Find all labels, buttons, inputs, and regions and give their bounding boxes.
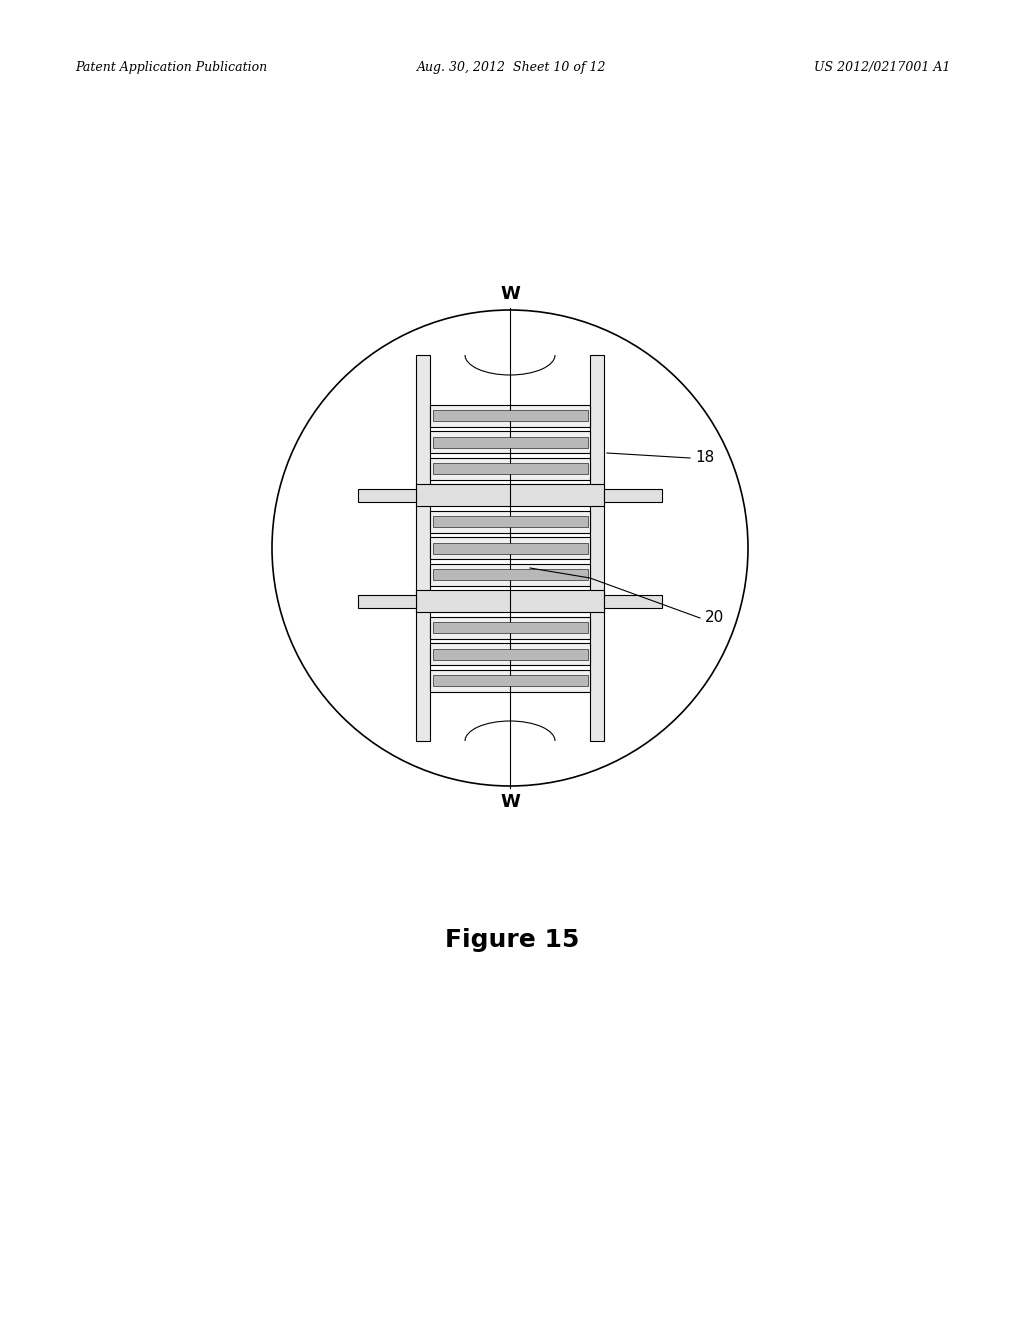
Bar	[430, 458, 590, 479]
Bar	[432, 569, 588, 579]
Bar	[430, 564, 590, 586]
Text: W: W	[500, 793, 520, 810]
Bar	[432, 516, 588, 527]
Text: Patent Application Publication: Patent Application Publication	[75, 62, 267, 74]
Bar	[358, 488, 416, 502]
Text: US 2012/0217001 A1: US 2012/0217001 A1	[814, 62, 950, 74]
Bar	[358, 594, 416, 607]
Bar	[590, 355, 604, 741]
Bar	[416, 355, 430, 741]
Bar	[430, 616, 590, 639]
Bar	[430, 511, 590, 532]
Bar	[430, 669, 590, 692]
Bar	[430, 537, 590, 558]
Text: 20: 20	[705, 610, 724, 626]
Bar	[432, 622, 588, 634]
Bar	[416, 590, 604, 612]
Text: Aug. 30, 2012  Sheet 10 of 12: Aug. 30, 2012 Sheet 10 of 12	[417, 62, 607, 74]
Bar	[432, 543, 588, 553]
Bar	[432, 675, 588, 686]
Bar	[432, 648, 588, 660]
Bar	[432, 437, 588, 447]
Bar	[430, 643, 590, 665]
Bar	[432, 463, 588, 474]
Bar	[430, 404, 590, 426]
Bar	[604, 488, 662, 502]
Text: 18: 18	[695, 450, 715, 466]
Bar	[604, 594, 662, 607]
Text: Figure 15: Figure 15	[444, 928, 580, 952]
Text: W: W	[500, 285, 520, 304]
Bar	[432, 411, 588, 421]
Bar	[430, 432, 590, 453]
Bar	[416, 484, 604, 506]
